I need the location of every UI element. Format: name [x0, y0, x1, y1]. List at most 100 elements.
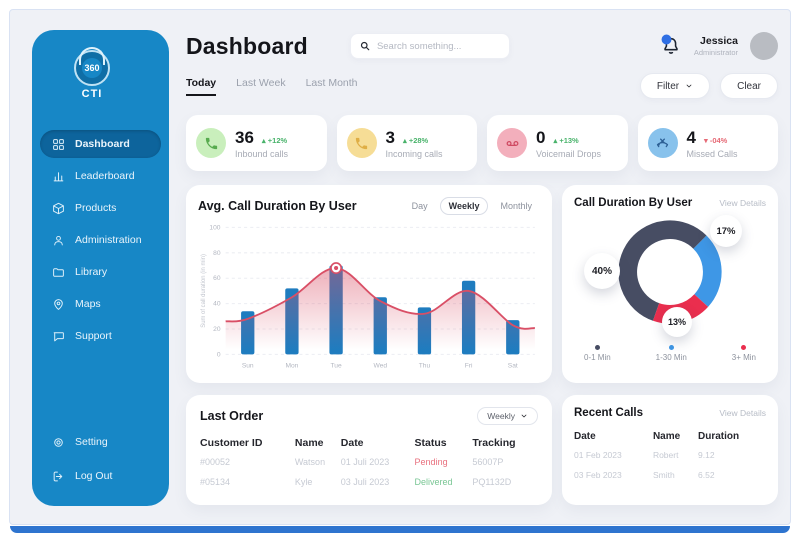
- tab-last-week[interactable]: Last Week: [236, 76, 286, 89]
- status-badge: Delivered: [414, 477, 453, 487]
- logout-icon: [52, 469, 66, 483]
- clear-label: Clear: [737, 80, 761, 92]
- search-box[interactable]: [349, 33, 510, 59]
- recent-calls-title: Recent Calls: [574, 407, 644, 419]
- sidebar-footer: Setting Log Out: [40, 428, 161, 490]
- notification-bell-icon[interactable]: [660, 34, 682, 57]
- svg-text:Mon: Mon: [285, 363, 298, 370]
- donut-legend: 0-1 Min 1-30 Min 3+ Min: [574, 333, 766, 362]
- user-role: Administrator: [693, 47, 738, 57]
- toggle-monthly[interactable]: Monthly: [500, 201, 532, 211]
- stat-value: 0: [536, 127, 546, 147]
- period-label: Weekly: [487, 411, 515, 421]
- page-title: Dashboard: [186, 32, 308, 59]
- col-tracking: Tracking: [472, 437, 516, 449]
- user-name: Jessica: [700, 35, 738, 48]
- col-name: Name: [652, 431, 681, 442]
- period-toggle: Day Weekly Monthly: [404, 197, 540, 215]
- svg-text:Fri: Fri: [465, 363, 473, 370]
- toggle-weekly[interactable]: Weekly: [439, 197, 489, 215]
- table-row[interactable]: #05134 Kyle 03 Juli 2023 Delivered PQ113…: [200, 472, 538, 492]
- sidebar-item-logout[interactable]: Log Out: [40, 462, 161, 490]
- products-icon: [52, 201, 66, 215]
- col-date: Date: [574, 431, 596, 442]
- leaderboard-icon: [52, 169, 66, 183]
- tab-actions: Filter Clear: [639, 73, 778, 99]
- col-name: Name: [294, 437, 324, 449]
- svg-text:60: 60: [213, 275, 221, 282]
- stat-value: 36: [235, 127, 254, 147]
- col-customer-id: Customer ID: [200, 437, 263, 449]
- donut-view-details-link[interactable]: View Details: [719, 198, 766, 208]
- col-status: Status: [414, 437, 447, 449]
- filter-button[interactable]: Filter: [639, 73, 711, 99]
- sidebar-item-maps[interactable]: Maps: [40, 290, 161, 318]
- legend-item: 0-1 Min: [584, 345, 611, 362]
- sidebar-item-label: Dashboard: [75, 138, 130, 150]
- sidebar-menu: Dashboard Leaderboard Products Administr…: [40, 130, 161, 350]
- tabs-row: Today Last Week Last Month Filter Clear: [186, 73, 778, 99]
- svg-text:Sat: Sat: [508, 363, 518, 370]
- table-row[interactable]: 01 Feb 2023 Robert 9.12: [574, 450, 715, 460]
- sidebar-item-leaderboard[interactable]: Leaderboard: [40, 162, 161, 190]
- recent-calls-card: Recent Calls View Details Date Name Dura…: [562, 395, 778, 505]
- dashboard-icon: [52, 137, 66, 151]
- last-order-title: Last Order: [200, 409, 264, 423]
- sidebar-item-label: Maps: [75, 298, 101, 310]
- device-frame-bottom: [10, 526, 790, 533]
- chevron-down-icon: [521, 414, 527, 418]
- clear-button[interactable]: Clear: [720, 73, 778, 99]
- search-input[interactable]: [376, 40, 487, 52]
- svg-text:Thu: Thu: [419, 363, 431, 370]
- chevron-down-icon: [686, 84, 692, 88]
- svg-text:80: 80: [213, 250, 221, 257]
- donut-label-0-1min: 40%: [584, 253, 620, 289]
- main-content: Dashboard Jessica Administrator: [186, 10, 778, 524]
- status-badge: Pending: [414, 457, 448, 467]
- sidebar-item-label: Log Out: [75, 470, 113, 482]
- stat-delta: ▴ +12%: [261, 135, 288, 145]
- call-duration-donut-card: Call Duration By User View Details 40% 1…: [562, 185, 778, 383]
- stat-card-inbound[interactable]: 36 ▴ +12% Inbound calls: [186, 115, 327, 171]
- tab-last-month[interactable]: Last Month: [305, 76, 358, 89]
- stat-label: Missed Calls: [686, 148, 738, 159]
- table-row[interactable]: 03 Feb 2023 Smith 6.52: [574, 470, 715, 480]
- sidebar-item-library[interactable]: Library: [40, 258, 161, 286]
- sidebar-item-products[interactable]: Products: [40, 194, 161, 222]
- stat-value: 4: [686, 127, 696, 147]
- sidebar-item-setting[interactable]: Setting: [40, 428, 161, 456]
- sidebar-item-administration[interactable]: Administration: [40, 226, 161, 254]
- user-info[interactable]: Jessica Administrator: [694, 35, 738, 57]
- stat-card-incoming[interactable]: 3 ▴ +28% Incoming calls: [336, 115, 477, 171]
- donut-label-1-30min: 17%: [710, 215, 742, 247]
- app-logo: 360 CTI: [62, 47, 122, 100]
- stat-value: 3: [385, 127, 395, 147]
- notification-badge: [661, 34, 672, 45]
- chart-title: Avg. Call Duration By User: [198, 199, 357, 213]
- avg-call-duration-card: Avg. Call Duration By User Day Weekly Mo…: [186, 185, 552, 383]
- tab-today[interactable]: Today: [186, 77, 217, 96]
- sidebar-item-dashboard[interactable]: Dashboard: [40, 130, 161, 158]
- logo-name: CTI: [81, 88, 103, 100]
- bar-line-chart: 0 20 40 60 80 100 Sum of call duration (in min…: [198, 215, 540, 380]
- stat-card-voicemail[interactable]: 0 ▴ +13% Voicemail Drops: [487, 115, 628, 171]
- tables-row: Last Order Weekly Customer ID Name Date …: [186, 395, 778, 505]
- stat-card-missed[interactable]: 4 ▾ -04% Missed Calls: [637, 115, 778, 171]
- stat-label: Incoming calls: [385, 148, 443, 159]
- table-row[interactable]: #00052 Watson 01 Juli 2023 Pending 56007…: [200, 452, 538, 472]
- library-icon: [52, 265, 66, 279]
- donut-title: Call Duration By User: [574, 197, 693, 209]
- last-order-period-dropdown[interactable]: Weekly: [477, 407, 538, 425]
- app-frame: 360 CTI Dashboard Leaderboard Products: [9, 9, 791, 525]
- search-icon: [360, 41, 370, 51]
- avatar[interactable]: [750, 32, 778, 60]
- maps-icon: [52, 297, 66, 311]
- sidebar: 360 CTI Dashboard Leaderboard Products: [32, 30, 169, 506]
- last-order-table: Customer ID Name Date Status Tracking #0…: [200, 434, 538, 492]
- tabs: Today Last Week Last Month: [186, 77, 358, 96]
- stat-cards: 36 ▴ +12% Inbound calls 3 ▴ +28% Incoming …: [186, 115, 778, 171]
- recent-calls-view-details-link[interactable]: View Details: [719, 408, 766, 418]
- sidebar-item-support[interactable]: Support: [40, 322, 161, 350]
- col-date: Date: [340, 437, 364, 449]
- toggle-day[interactable]: Day: [411, 201, 428, 211]
